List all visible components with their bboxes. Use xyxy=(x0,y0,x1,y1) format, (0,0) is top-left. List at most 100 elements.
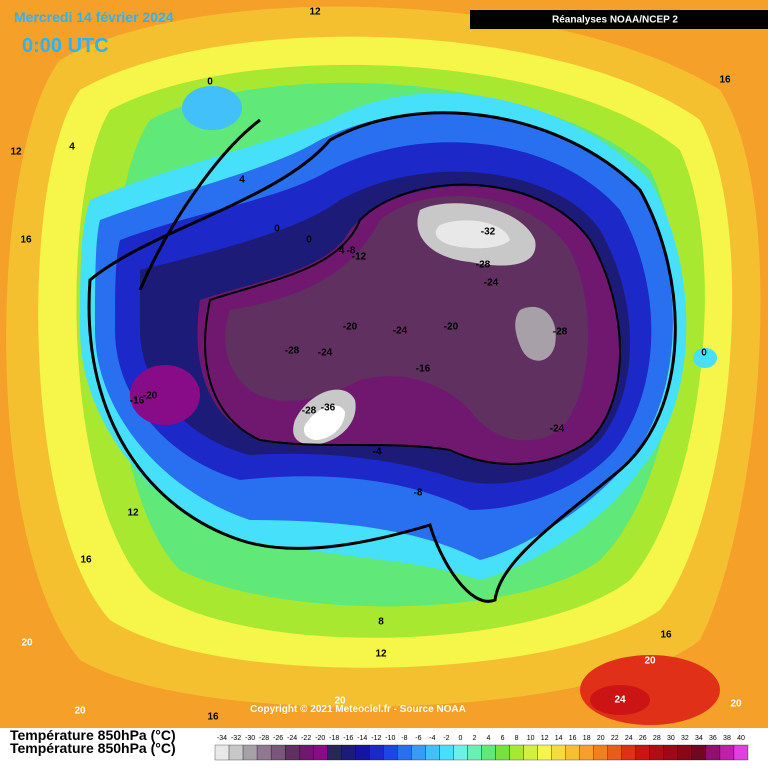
legend-tick-label: 10 xyxy=(527,735,535,742)
contour-label: 16 xyxy=(20,235,32,246)
contour-label: -24 xyxy=(393,326,408,337)
legend-title-shadow: Température 850hPa (°C) xyxy=(10,740,176,756)
color-swatch xyxy=(214,744,230,761)
color-swatch xyxy=(565,744,580,761)
legend-tick-label: -28 xyxy=(259,735,269,742)
color-swatch xyxy=(256,744,272,761)
legend-tick-label: 36 xyxy=(709,735,717,742)
color-swatch xyxy=(635,744,650,761)
color-swatch xyxy=(341,744,356,761)
contour-label: -20 xyxy=(444,322,459,333)
map-time: 0:00 UTC xyxy=(22,35,109,57)
contour-label: 20 xyxy=(74,706,86,717)
color-swatch xyxy=(299,744,314,761)
contour-label: -20 xyxy=(143,391,158,402)
color-swatch xyxy=(242,744,258,761)
legend-tick-label: 4 xyxy=(487,735,491,742)
source: Réanalyses NOAA/NCEP 2 xyxy=(552,15,678,26)
legend-tick-label: 40 xyxy=(737,735,745,742)
legend-tick-label: 20 xyxy=(597,735,605,742)
contour-label: 20 xyxy=(334,696,346,707)
legend-tick-label: -2 xyxy=(443,735,449,742)
legend-tick-label: 6 xyxy=(501,735,505,742)
color-swatch xyxy=(369,744,384,761)
color-swatch xyxy=(327,744,342,761)
legend-tick-label: -8 xyxy=(401,735,407,742)
color-swatch xyxy=(593,744,608,761)
contour-label: -12 xyxy=(352,252,367,263)
legend-tick-label: -6 xyxy=(415,735,421,742)
legend-tick-label: 14 xyxy=(555,735,563,742)
legend-tick-label: 32 xyxy=(681,735,689,742)
color-swatch xyxy=(705,744,721,761)
color-swatch xyxy=(467,744,482,761)
color-swatch xyxy=(439,744,454,761)
color-swatch xyxy=(551,744,566,761)
legend-tick-label: 28 xyxy=(653,735,661,742)
legend-tick-label: -26 xyxy=(273,735,283,742)
color-swatch xyxy=(509,744,524,761)
contour-label: 0 xyxy=(274,224,280,235)
contour-label: 0 xyxy=(207,77,213,88)
legend-tick-label: 2 xyxy=(473,735,477,742)
temperature-field xyxy=(0,0,768,728)
legend-tick-label: 30 xyxy=(667,735,675,742)
contour-label: -32 xyxy=(481,227,496,238)
legend-tick-label: -22 xyxy=(301,735,311,742)
legend-tick-label: -32 xyxy=(231,735,241,742)
color-swatch xyxy=(397,744,412,761)
contour-label: 24 xyxy=(614,695,626,706)
color-swatch xyxy=(313,744,328,761)
legend-tick-label: 0 xyxy=(459,735,463,742)
contour-label: 12 xyxy=(10,147,22,158)
contour-label: -16 xyxy=(130,396,145,407)
legend-tick-label: -10 xyxy=(385,735,395,742)
color-swatch xyxy=(411,744,426,761)
contour-label: 20 xyxy=(730,699,742,710)
legend-tick-label: -30 xyxy=(245,735,255,742)
color-swatch xyxy=(481,744,496,761)
color-swatch xyxy=(355,744,370,761)
contour-label: 12 xyxy=(309,7,321,18)
color-swatch xyxy=(663,744,679,761)
legend-tick-label: 18 xyxy=(583,735,591,742)
copyright: Copyright © 2021 Meteociel.fr - Source N… xyxy=(250,704,466,715)
legend-tick-label: -18 xyxy=(329,735,339,742)
color-swatch xyxy=(495,744,510,761)
legend-tick-label: 8 xyxy=(515,735,519,742)
contour-label: -8 xyxy=(347,246,356,257)
legend-tick-label: -34 xyxy=(217,735,227,742)
colorbar: -34 -32 -30 -28 -26 -24 -22 -20 -18 -16 -14 -12 -10-… xyxy=(214,735,749,761)
contour-label: -28 xyxy=(553,327,568,338)
contour-label: -24 xyxy=(550,424,565,435)
color-swatch xyxy=(649,744,664,761)
contour-label: -4 xyxy=(336,246,345,257)
map-title: Mercredi 14 février 2024 xyxy=(14,9,174,25)
color-swatch xyxy=(733,744,749,761)
contour-label: 4 xyxy=(239,175,245,186)
contour-label: 0 xyxy=(701,348,707,359)
contour-label: -28 xyxy=(285,346,300,357)
contour-label: 16 xyxy=(660,630,672,641)
contour-label: -24 xyxy=(318,348,333,359)
legend-tick-label: 12 xyxy=(541,735,549,742)
contour-label: 0 xyxy=(306,235,312,246)
legend-tick-label: -16 xyxy=(343,735,353,742)
contour-label: -16 xyxy=(416,364,431,375)
legend-tick-label: -4 xyxy=(429,735,435,742)
color-swatch xyxy=(228,744,244,761)
legend-tick-label: 24 xyxy=(625,735,633,742)
contour-label: 8 xyxy=(378,617,384,628)
color-swatch xyxy=(621,744,636,761)
contour-label: 16 xyxy=(207,712,219,723)
legend-tick-label: -12 xyxy=(371,735,381,742)
color-swatch xyxy=(453,744,468,761)
contour-label: 20 xyxy=(21,638,33,649)
color-swatch xyxy=(719,744,735,761)
color-swatch xyxy=(537,744,552,761)
legend-title: Température 850hPa (°C) xyxy=(10,727,176,743)
color-swatch xyxy=(270,744,286,761)
legend-tick-label: 22 xyxy=(611,735,619,742)
legend-tick-label: 26 xyxy=(639,735,647,742)
